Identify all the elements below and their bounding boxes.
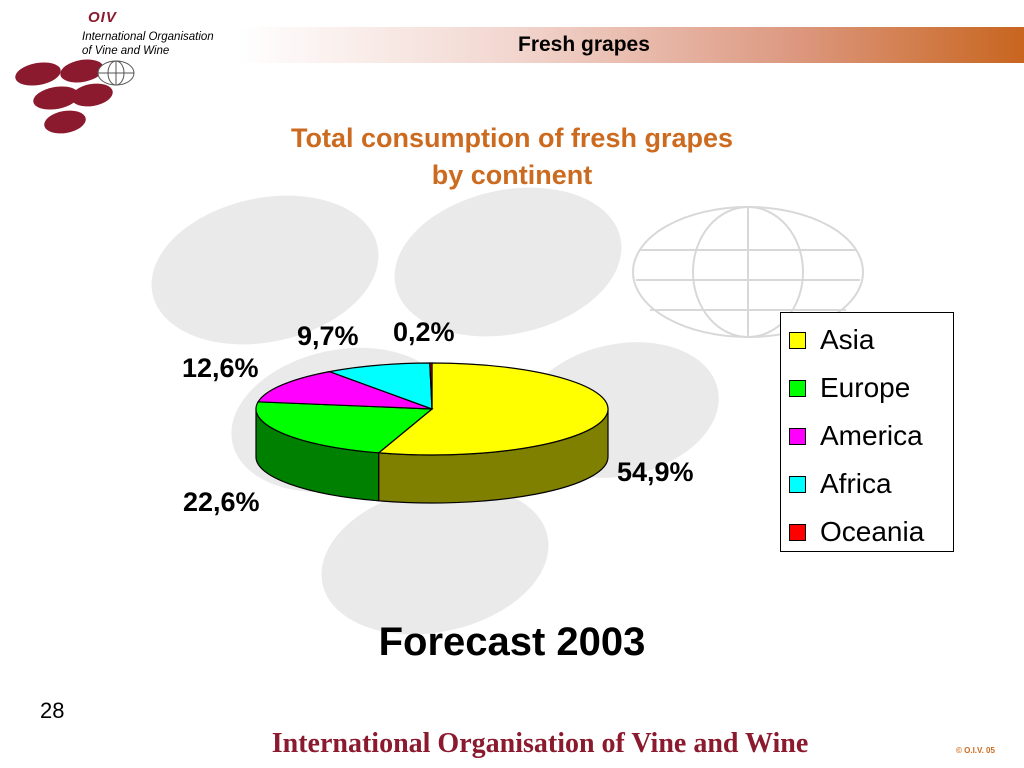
pie-slice-africa	[327, 362, 433, 410]
legend-item-europe: Europe	[789, 372, 911, 403]
footer-organisation: International Organisation of Vine and W…	[271, 728, 809, 759]
legend-item-africa: Africa	[789, 468, 892, 499]
header-bar	[238, 27, 1024, 63]
data-label-africa: 9,7%	[297, 321, 359, 351]
legend-label-africa: Africa	[820, 468, 892, 499]
legend-item-america: America	[789, 420, 923, 451]
data-label-europe: 22,6%	[183, 487, 260, 517]
oiv-logo-icon	[15, 59, 135, 134]
chart-title: Total consumption of fresh grapes by con…	[200, 120, 824, 194]
pie-slice-oceania	[429, 362, 433, 410]
legend-label-asia: Asia	[820, 324, 875, 355]
copyright-text: © O.I.V. 05	[956, 746, 995, 755]
chart-title-line1: Total consumption of fresh grapes	[290, 123, 734, 153]
header-title: Fresh grapes	[518, 33, 650, 56]
legend-swatch-europe	[789, 379, 806, 397]
legend-swatch-asia	[789, 331, 806, 349]
data-label-asia: 54,9%	[617, 457, 694, 487]
data-label-america: 12,6%	[182, 353, 259, 383]
pie-slice-europe	[255, 401, 434, 454]
legend-swatch-america	[789, 427, 806, 445]
legend-swatch-oceania	[789, 523, 806, 541]
chart-title-line2: by continent	[431, 160, 593, 190]
legend-label-oceania: Oceania	[820, 516, 925, 547]
pie-slice-asia	[377, 362, 609, 456]
page-number: 28	[40, 698, 65, 723]
forecast-subtitle: Forecast 2003	[378, 620, 646, 664]
legend-label-america: America	[820, 420, 923, 451]
legend-swatch-africa	[789, 475, 806, 493]
legend-item-oceania: Oceania	[789, 516, 925, 547]
legend-item-asia: Asia	[789, 324, 875, 355]
logo-text-line1: International Organisation	[82, 31, 214, 43]
legend-label-europe: Europe	[820, 372, 911, 403]
data-label-oceania: 0,2%	[393, 317, 455, 347]
logo-abbreviation: OIV	[88, 9, 117, 26]
logo-text-line2: of Vine and Wine	[82, 45, 170, 57]
pie-slice-america	[257, 370, 433, 410]
chart-legend: Asia Europe America Africa Oceania	[780, 312, 954, 552]
